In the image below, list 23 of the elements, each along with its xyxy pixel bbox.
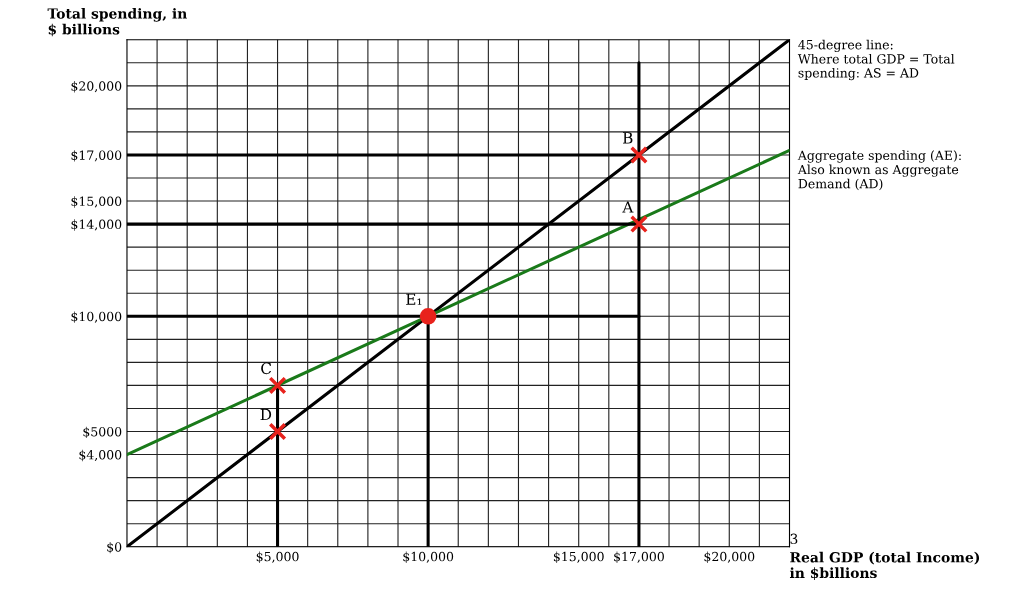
x-tick-label: $10,000 (403, 551, 454, 563)
x-tick-label: $15,000 (553, 551, 604, 563)
annotation: C (261, 362, 272, 375)
y-axis-title: Total spending, in $ billions (47, 8, 187, 37)
y-tick-label: $5000 (83, 426, 122, 439)
y-tick-label: $14,000 (71, 219, 122, 231)
annotation: B (622, 132, 633, 144)
x-tick-label: $20,000 (704, 551, 755, 563)
annotation: D (260, 408, 272, 420)
y-tick-label: $20,000 (71, 81, 122, 93)
y-tick-label: $15,000 (71, 196, 122, 208)
text: 3 (790, 533, 798, 545)
y-tick-label: $10,000 (71, 311, 122, 323)
x-axis-title: Real GDP (total Income) in $billions (789, 551, 980, 580)
y-tick-label: $0 (107, 542, 122, 554)
annotation: Aggregate spending (AE): Also known as Aggregate Demand (AD) (797, 150, 961, 191)
y-tick-label: $4,000 (79, 449, 122, 462)
x-tick-label: $5,000 (256, 551, 299, 563)
x-tick-label: $17,000 (614, 551, 664, 563)
annotation: 45-degree line: Where total GDP = Total spending: AS = AD (797, 39, 955, 81)
annotation: E₁ (406, 293, 422, 305)
annotation: A (622, 201, 634, 213)
y-tick-label: $17,000 (71, 150, 122, 162)
